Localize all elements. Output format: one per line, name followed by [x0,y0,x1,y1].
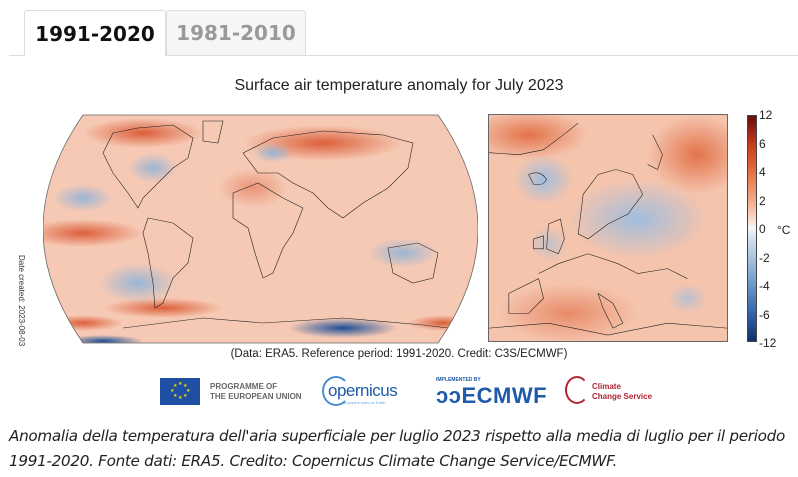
colorbar-tick: -6 [759,308,770,322]
eu-text-line2: THE EUROPEAN UNION [210,392,302,401]
tab-1981-2010[interactable]: 1981-2010 [166,10,306,55]
ecmwf-implemented-by: IMPLEMENTED BY [436,377,481,383]
colorbar-tick: -2 [759,251,770,265]
logo-strip: ★ ★ ★ ★ ★ ★ ★ ★ PROGRAMME OF THE EUROPEAN UNI… [0,374,798,408]
colorbar-tick: 0 [759,222,766,236]
period-tabs: 1991-2020 1981-2010 [0,0,798,56]
colorbar-tick: 6 [759,137,766,151]
colorbar-tick: 2 [759,194,766,208]
colorbar-tick: -12 [759,336,777,350]
tab-1991-2020[interactable]: 1991-2020 [24,10,166,56]
figure-credit: (Data: ERA5. Reference period: 1991-2020… [230,348,568,360]
copernicus-logo: opernicus Europe's eyes on Earth [322,376,402,406]
world-map [43,114,478,344]
copernicus-tagline: Europe's eyes on Earth [344,400,386,405]
eu-text-line1: PROGRAMME OF [210,382,278,391]
c3s-thermometer-icon [565,376,589,404]
figure-caption: Anomalia della temperatura dell'aria sup… [9,427,785,470]
copernicus-name: opernicus [328,381,398,400]
ecmwf-name: ECMWF [461,383,548,408]
eu-flag-icon: ★ ★ ★ ★ ★ ★ ★ ★ [160,378,200,405]
colorbar-unit: °C [777,223,791,237]
world-map-border [43,114,478,344]
c3s-logo-text: Climate Change Service [592,382,652,402]
colorbar-tick: 12 [759,108,773,122]
date-created: Date created: 2023-08-03 [17,255,26,347]
copernicus-arc-icon [322,376,350,406]
c3s-line2: Change Service [592,392,653,401]
c3s-line1: Climate [592,382,621,391]
eu-programme-text: PROGRAMME OF THE EUROPEAN UNION [210,382,302,402]
colorbar-tick: 4 [759,165,766,179]
colorbar-tick: -4 [759,279,770,293]
europe-map [488,114,728,342]
ecmwf-logo: ↄↄECMWF [436,383,547,409]
figure-title: Surface air temperature anomaly for July… [234,77,564,94]
colorbar [747,115,757,342]
ecmwf-waves-icon: ↄↄ [436,383,462,408]
tab-divider [9,55,798,56]
